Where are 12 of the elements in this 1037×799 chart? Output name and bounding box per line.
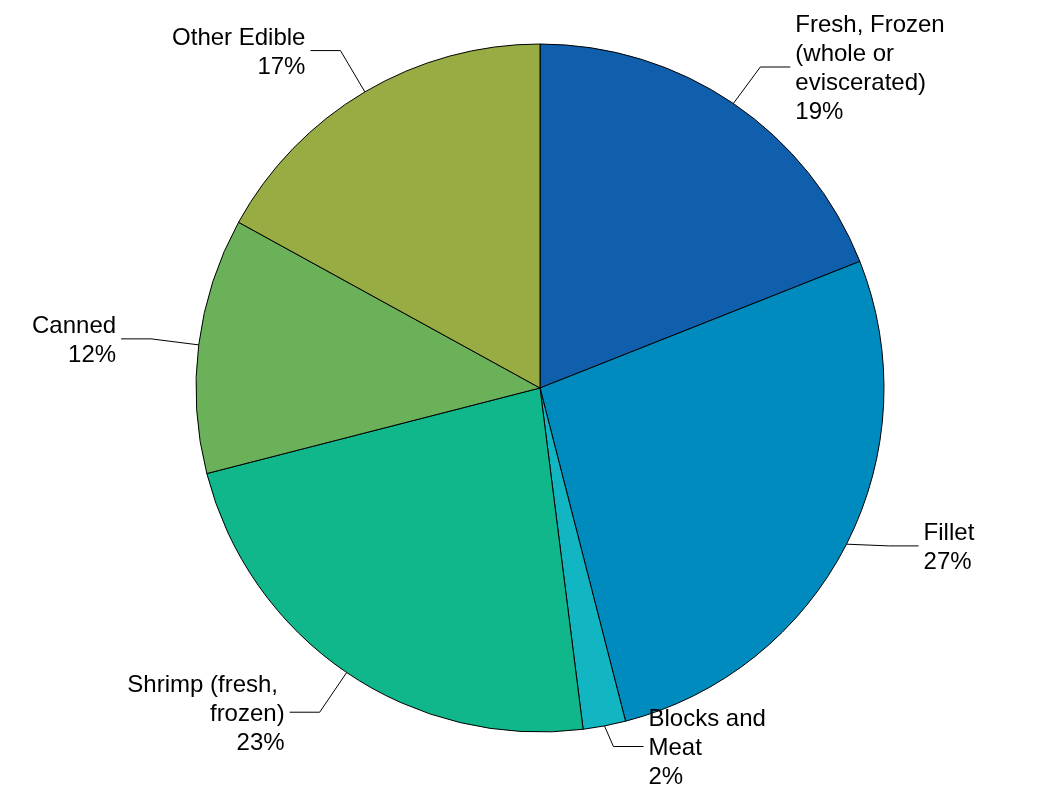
slice-label: Blocks and Meat — [648, 704, 773, 760]
data-label: 23% — [236, 727, 285, 755]
slice-label: Fresh, Frozen (whole or eviscerated) — [795, 10, 952, 95]
slice-label: Canned — [32, 310, 117, 338]
data-label: 17% — [257, 51, 306, 79]
slice-label: Fillet — [923, 517, 975, 545]
data-label: 19% — [795, 97, 844, 124]
data-label: 2% — [648, 762, 684, 789]
slice-label: Other Edible — [172, 22, 306, 50]
slice-label: Shrimp (fresh, frozen) — [127, 669, 285, 726]
data-label: 27% — [923, 546, 972, 574]
data-label: 12% — [68, 339, 117, 367]
